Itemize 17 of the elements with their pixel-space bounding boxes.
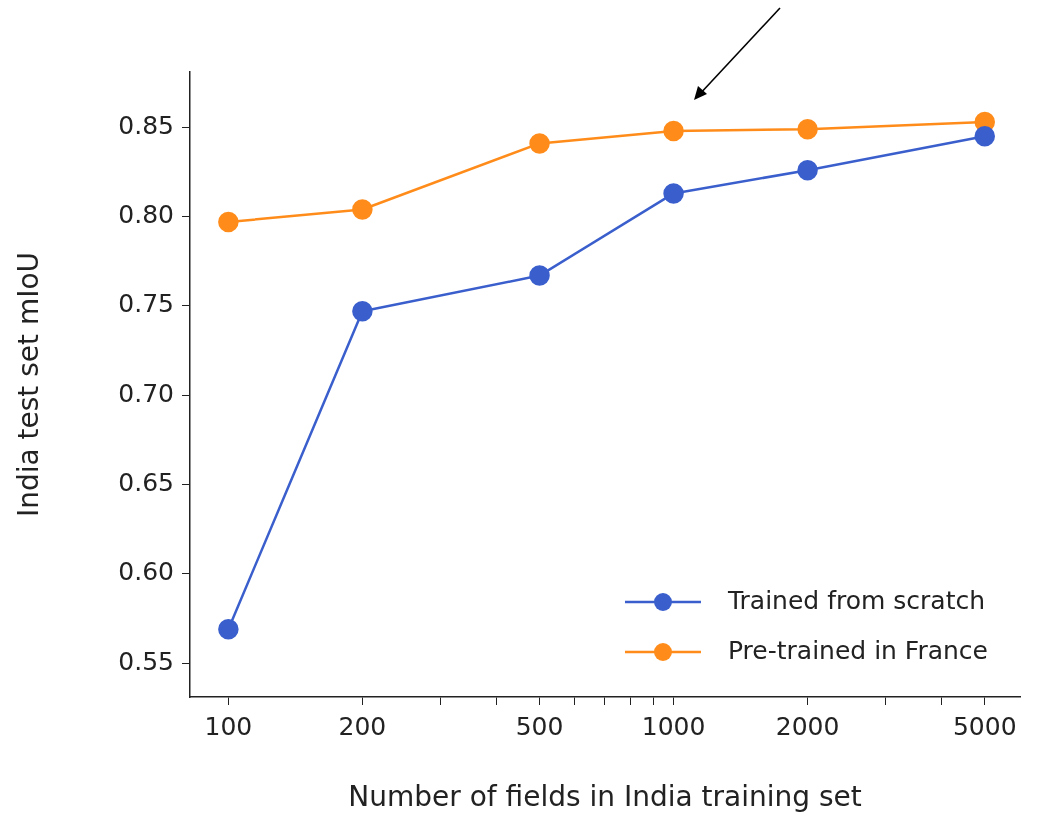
y-tick-label: 0.75	[118, 289, 174, 319]
y-tick-label: 0.55	[118, 646, 174, 676]
x-tick-label: 500	[515, 711, 564, 741]
x-axis-title: Number of fields in India training set	[348, 780, 862, 814]
x-tick-label: 200	[338, 711, 387, 741]
y-tick-label: 0.70	[118, 378, 174, 408]
x-tick-label: 2000	[775, 711, 840, 741]
x-tick-label: 5000	[952, 711, 1017, 741]
x-tick-label: 1000	[641, 711, 706, 741]
y-axis-title: India test set mIoU	[12, 251, 46, 518]
y-tick-label: 0.65	[118, 468, 174, 497]
y-tick-label: 0.85	[118, 110, 174, 140]
legend-label: Trained from scratch	[726, 585, 986, 615]
legend-label: Pre-trained in France	[727, 635, 989, 665]
y-tick-label: 0.60	[118, 557, 174, 587]
x-tick-label: 100	[204, 711, 253, 741]
y-tick-label: 0.80	[118, 200, 174, 230]
